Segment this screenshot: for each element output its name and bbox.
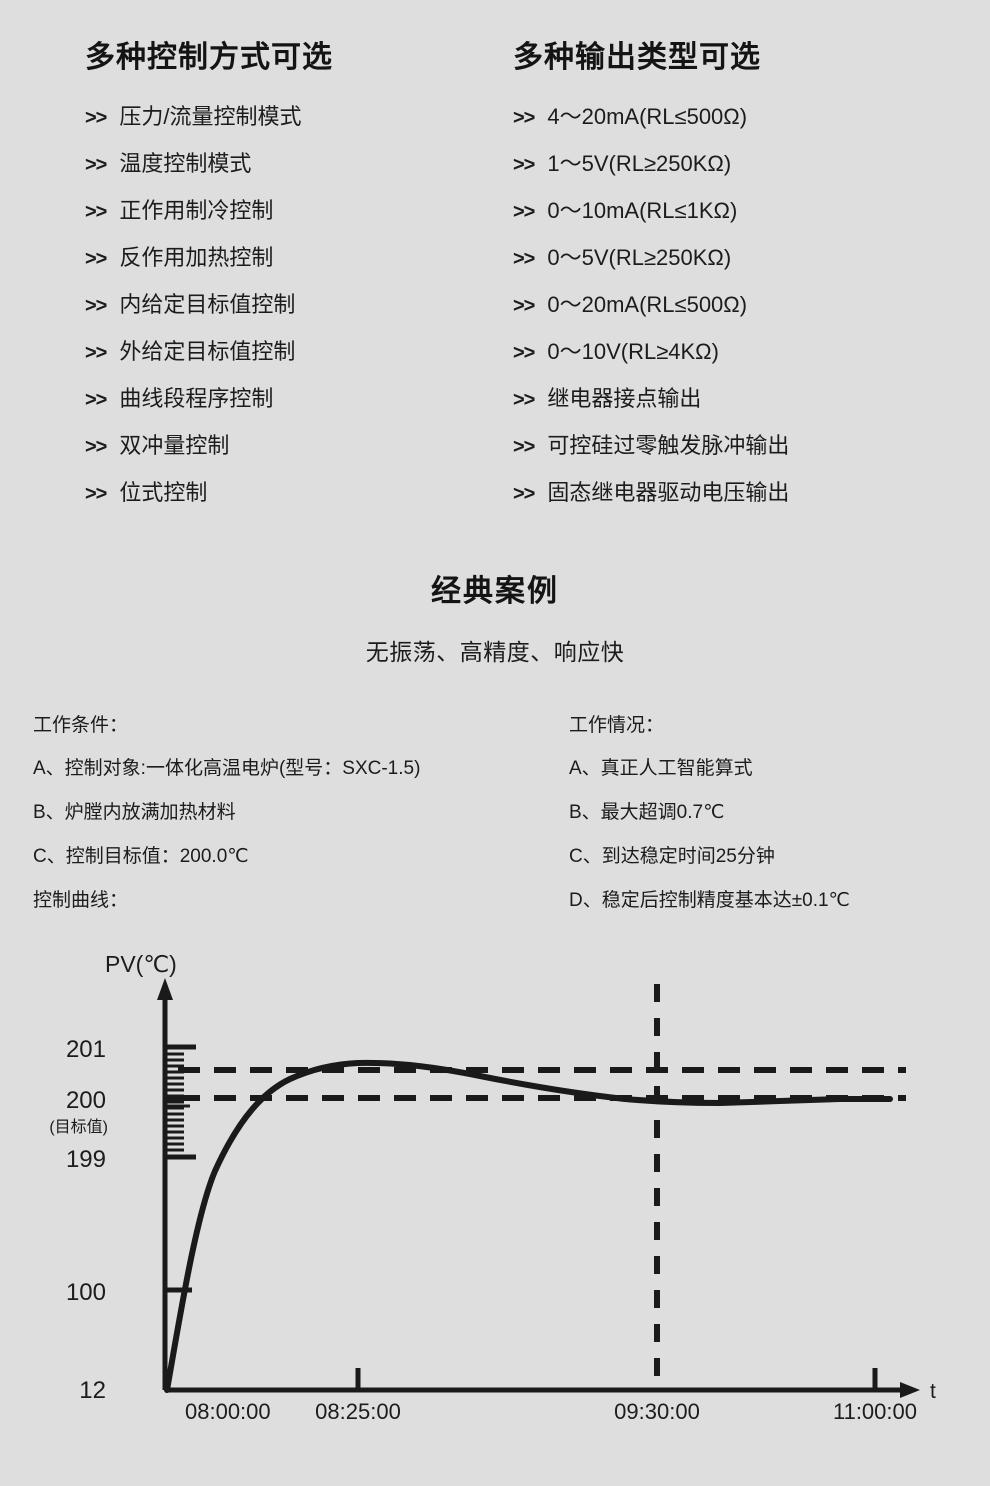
- chevron-right-icon: >>: [513, 436, 535, 458]
- list-item-label: 继电器接点输出: [547, 386, 702, 411]
- chevron-right-icon: >>: [513, 483, 535, 505]
- work-status-item: A、真正人工智能算式: [569, 758, 753, 779]
- work-status-item: C、到达稳定时间25分钟: [569, 846, 775, 867]
- list-item-label: 1～5V(RL≥250KΩ): [547, 151, 732, 176]
- control-modes-list: >> 压力/流量控制模式 >> 温度控制模式 >> 正作用制冷控制 >> 反作用加热控制…: [85, 104, 505, 505]
- conditions-section: 工作条件： A、控制对象:一体化高温电炉(型号：SXC-1.5) B、炉膛内放满…: [0, 716, 990, 916]
- chevron-right-icon: >>: [85, 201, 107, 223]
- work-condition-item: A、控制对象:一体化高温电炉(型号：SXC-1.5): [33, 758, 421, 779]
- list-item: >> 反作用加热控制: [85, 245, 505, 270]
- list-item: >> 0～20mA(RL≤500Ω): [513, 292, 983, 317]
- list-item: >> 外给定目标值控制: [85, 339, 505, 364]
- control-curve-chart: PV(℃) t: [0, 916, 990, 1486]
- chevron-right-icon: >>: [513, 154, 535, 176]
- list-item: >> 0～5V(RL≥250KΩ): [513, 245, 983, 270]
- work-status-column: 工作情况： A、真正人工智能算式 B、最大超调0.7℃ C、到达稳定时间25分钟…: [569, 716, 850, 935]
- x-tick-label-0825: 08:25:00: [315, 1399, 401, 1424]
- case-subtitle: 无振荡、高精度、响应快: [365, 638, 625, 665]
- list-item: >> 1～5V(RL≥250KΩ): [513, 151, 983, 176]
- chevron-right-icon: >>: [85, 154, 107, 176]
- chevron-right-icon: >>: [513, 342, 535, 364]
- list-item: >> 双冲量控制: [85, 433, 505, 458]
- list-item-label: 温度控制模式: [119, 151, 252, 176]
- list-item-label: 可控硅过零触发脉冲输出: [547, 433, 790, 458]
- list-item: >> 4～20mA(RL≤500Ω): [513, 104, 983, 129]
- list-item: >> 位式控制: [85, 480, 505, 505]
- list-item-label: 固态继电器驱动电压输出: [547, 480, 790, 505]
- list-item: >> 0～10V(RL≥4KΩ): [513, 339, 983, 364]
- list-item: >> 继电器接点输出: [513, 386, 983, 411]
- list-item: >> 温度控制模式: [85, 151, 505, 176]
- y-tick-label-201: 201: [66, 1036, 106, 1063]
- chevron-right-icon: >>: [513, 107, 535, 129]
- chevron-right-icon: >>: [85, 107, 107, 129]
- list-item: >> 内给定目标值控制: [85, 292, 505, 317]
- list-item: >> 正作用制冷控制: [85, 198, 505, 223]
- list-item-label: 曲线段程序控制: [119, 386, 274, 411]
- y-tick-label-200: 200: [66, 1087, 106, 1114]
- x-axis-arrow: [900, 1382, 920, 1398]
- x-tick-label-1100: 11:00:00: [833, 1399, 917, 1424]
- list-item-label: 压力/流量控制模式: [119, 104, 302, 129]
- y-axis-arrow: [157, 978, 173, 1000]
- x-tick-label-0800: 08:00:00: [185, 1399, 271, 1424]
- chart-svg: PV(℃) t: [49, 951, 936, 1424]
- work-condition-item: C、控制目标值：200.0℃: [33, 846, 249, 867]
- work-condition-item: B、炉膛内放满加热材料: [33, 802, 236, 823]
- chevron-right-icon: >>: [85, 436, 107, 458]
- control-modes-column: 多种控制方式可选 >> 压力/流量控制模式 >> 温度控制模式 >> 正作用制冷控制 …: [85, 40, 505, 529]
- list-item-label: 外给定目标值控制: [119, 339, 296, 364]
- x-axis-major-ticks: [355, 1368, 878, 1390]
- control-curve-label: 控制曲线：: [33, 890, 129, 911]
- y-axis-minor-ticks: [166, 1052, 190, 1158]
- list-item: >> 可控硅过零触发脉冲输出: [513, 433, 983, 458]
- chevron-right-icon: >>: [513, 389, 535, 411]
- y-tick-label-12: 12: [79, 1377, 106, 1404]
- y-tick-label-100: 100: [66, 1279, 106, 1306]
- work-status-item: B、最大超调0.7℃: [569, 802, 725, 823]
- chevron-right-icon: >>: [85, 342, 107, 364]
- work-conditions-column: 工作条件： A、控制对象:一体化高温电炉(型号：SXC-1.5) B、炉膛内放满…: [33, 716, 420, 935]
- features-section: 多种控制方式可选 >> 压力/流量控制模式 >> 温度控制模式 >> 正作用制冷控制 …: [0, 0, 990, 560]
- list-item-label: 双冲量控制: [119, 433, 230, 458]
- work-status-heading: 工作情况：: [569, 715, 665, 736]
- list-item: >> 曲线段程序控制: [85, 386, 505, 411]
- setpoint-note: (目标值): [49, 1118, 108, 1136]
- list-item-label: 0～10V(RL≥4KΩ): [547, 339, 719, 364]
- list-item: >> 0～10mA(RL≤1KΩ): [513, 198, 983, 223]
- y-tick-label-199: 199: [66, 1146, 106, 1173]
- list-item-label: 内给定目标值控制: [119, 292, 296, 317]
- y-axis-label: PV(℃): [105, 951, 177, 977]
- chevron-right-icon: >>: [85, 295, 107, 317]
- list-item-label: 0～20mA(RL≤500Ω): [547, 292, 748, 317]
- case-section-header: 经典案例 无振荡、高精度、响应快: [0, 573, 990, 667]
- x-tick-label-0930: 09:30:00: [614, 1399, 700, 1424]
- list-item: >> 压力/流量控制模式: [85, 104, 505, 129]
- list-item-label: 0～5V(RL≥250KΩ): [547, 245, 732, 270]
- x-axis-label: t: [930, 1380, 936, 1403]
- list-item-label: 反作用加热控制: [119, 245, 274, 270]
- work-conditions-heading: 工作条件：: [33, 715, 129, 736]
- list-item: >> 固态继电器驱动电压输出: [513, 480, 983, 505]
- list-item-label: 位式控制: [119, 480, 208, 505]
- chevron-right-icon: >>: [513, 248, 535, 270]
- chevron-right-icon: >>: [513, 295, 535, 317]
- chevron-right-icon: >>: [85, 248, 107, 270]
- list-item-label: 正作用制冷控制: [119, 198, 274, 223]
- chevron-right-icon: >>: [85, 389, 107, 411]
- output-types-title: 多种输出类型可选: [513, 41, 761, 74]
- list-item-label: 0～10mA(RL≤1KΩ): [547, 198, 738, 223]
- output-types-list: >> 4～20mA(RL≤500Ω) >> 1～5V(RL≥250KΩ) >> 0～1…: [513, 104, 983, 505]
- work-status-item: D、稳定后控制精度基本达±0.1℃: [569, 890, 850, 911]
- pv-response-curve: [164, 1059, 893, 1393]
- chevron-right-icon: >>: [85, 483, 107, 505]
- chevron-right-icon: >>: [513, 201, 535, 223]
- page-title: 经典案例: [431, 575, 559, 608]
- output-types-column: 多种输出类型可选 >> 4～20mA(RL≤500Ω) >> 1～5V(RL≥250…: [513, 40, 983, 529]
- list-item-label: 4～20mA(RL≤500Ω): [547, 104, 748, 129]
- control-modes-title: 多种控制方式可选: [85, 41, 333, 74]
